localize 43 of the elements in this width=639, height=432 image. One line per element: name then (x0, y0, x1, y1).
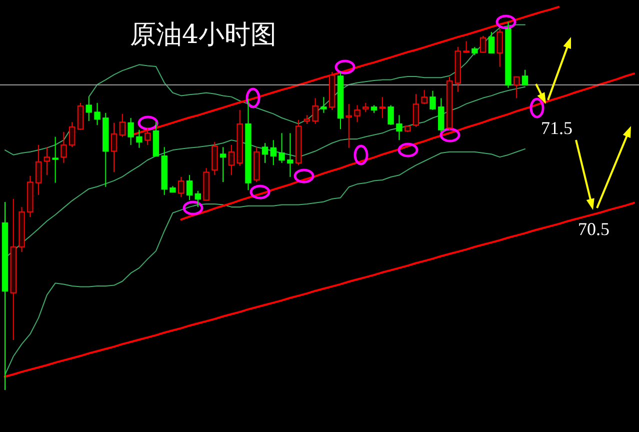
candlestick (421, 90, 428, 105)
candlestick (514, 76, 520, 99)
candlestick (488, 31, 495, 54)
candlestick (212, 141, 218, 176)
candlestick (320, 96, 327, 114)
candlestick (110, 122, 118, 173)
candlestick (312, 98, 318, 124)
candlestick (228, 144, 235, 176)
candlestick (463, 40, 470, 54)
candlestick (220, 146, 226, 183)
candlestick (388, 104, 394, 126)
candlestick (346, 104, 352, 148)
candlestick (94, 102, 100, 126)
candlestick (178, 176, 184, 198)
candlestick (396, 114, 402, 141)
candlestick (278, 132, 285, 164)
candlestick (262, 142, 268, 164)
candlestick (362, 102, 369, 113)
candlestick (35, 144, 42, 196)
candlestick (136, 129, 142, 148)
candlestick (128, 118, 134, 146)
candlestick (60, 132, 67, 164)
candlestick (194, 190, 201, 208)
candlestick (68, 122, 76, 148)
candlestick (522, 69, 528, 86)
candlestick (44, 146, 50, 176)
candlestick (496, 28, 503, 68)
candlestick (379, 96, 386, 119)
candlestick (287, 132, 294, 178)
candlestick (438, 98, 444, 133)
annotation: 71.5 (541, 118, 572, 138)
chart-title: 原油4小时图 (130, 20, 277, 50)
candlestick (270, 140, 276, 166)
candlestick (77, 102, 84, 130)
candlestick (430, 90, 436, 110)
candlestick (354, 104, 360, 123)
candlestick (480, 35, 486, 54)
annotation: 70.5 (578, 219, 610, 239)
candlestick (52, 136, 58, 184)
candlestick (86, 96, 92, 122)
candlestick (412, 94, 420, 128)
candlestick (119, 114, 126, 138)
candlestick (186, 174, 193, 201)
